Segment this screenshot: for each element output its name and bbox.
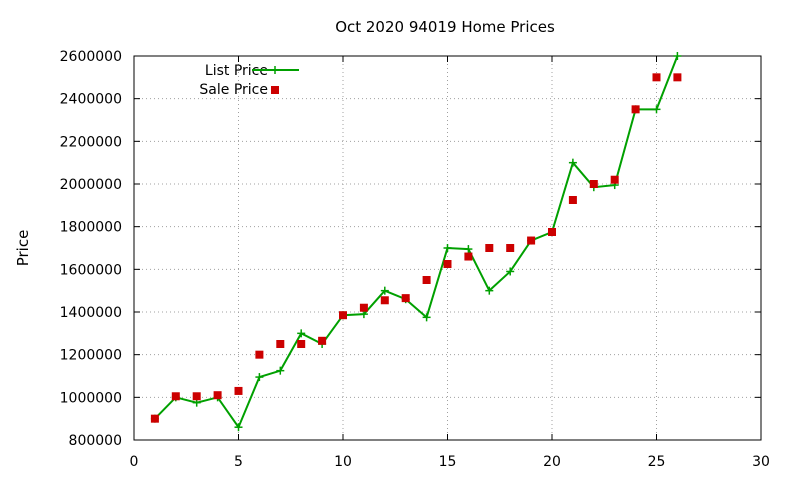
y-tick-label: 1400000 [60, 305, 122, 321]
sale-price-point [652, 73, 661, 82]
legend-marker-sale-price [271, 86, 279, 94]
y-axis-label: Price [14, 230, 32, 267]
x-tick-label: 10 [334, 454, 352, 470]
x-tick-label: 5 [234, 454, 243, 470]
legend-label-sale-price: Sale Price [199, 82, 268, 98]
y-tick-labels: 800000 1000000 1200000 1400000 1600000 180000… [60, 49, 122, 449]
legend-marker-list-price [271, 66, 279, 74]
y-tick-label: 2400000 [60, 92, 122, 108]
sale-price-point [213, 391, 222, 400]
sale-price-point [297, 340, 306, 348]
list-price-point [276, 366, 285, 375]
legend-square-marker [271, 86, 279, 94]
list-price-point [652, 105, 661, 114]
legend-label-list-price: List Price [205, 63, 268, 79]
sale-price-point [673, 73, 682, 82]
sale-price-point [589, 180, 598, 188]
x-tick-label: 15 [439, 454, 457, 470]
list-price-point [297, 329, 306, 338]
sale-price-point [631, 105, 640, 114]
sale-price-point [464, 252, 473, 261]
sale-price-point [380, 296, 389, 305]
y-tick-label: 2000000 [60, 177, 122, 193]
sale-price-point [527, 236, 536, 245]
x-tick-label: 0 [130, 454, 139, 470]
x-tick-label: 25 [648, 454, 666, 470]
sale-price-point [276, 340, 285, 348]
sale-price-point [548, 228, 556, 236]
sale-price-point [610, 175, 619, 184]
list-price-point [380, 286, 389, 295]
sale-price-point [443, 260, 452, 268]
sale-price-point [192, 392, 201, 401]
sale-price-point [401, 294, 410, 303]
axis-ticks [133, 55, 762, 441]
chart-title: Oct 2020 94019 Home Prices [335, 18, 555, 36]
list-price-point [673, 52, 682, 60]
y-tick-label: 1800000 [60, 220, 122, 236]
y-tick-label: 2600000 [60, 49, 122, 65]
list-price-point [464, 245, 473, 254]
y-tick-label: 1000000 [60, 390, 122, 406]
sale-price-point [171, 392, 180, 401]
sale-price-point [234, 386, 243, 395]
list-price-point [506, 267, 515, 276]
list-price-point [443, 244, 452, 252]
list-price-point [234, 423, 243, 432]
list-price-point [568, 158, 577, 167]
sale-price-point [359, 303, 368, 312]
grid-lines [134, 56, 761, 440]
x-tick-label: 30 [752, 454, 770, 470]
y-tick-label: 1600000 [60, 262, 122, 278]
legend-plus-marker [271, 66, 279, 74]
x-tick-label: 20 [543, 454, 561, 470]
series-sale-price [150, 73, 682, 423]
legend: List Price Sale Price [199, 63, 299, 98]
list-price-point [255, 373, 264, 382]
sale-price-point [339, 311, 347, 320]
list-price-point [485, 286, 494, 295]
y-tick-label: 800000 [69, 433, 122, 449]
sale-price-point [485, 244, 494, 252]
sale-price-point [255, 350, 264, 359]
sale-price-point [150, 414, 159, 423]
y-tick-label: 1200000 [60, 348, 122, 364]
list-price-point [422, 313, 431, 322]
sale-price-point [422, 276, 431, 284]
x-tick-labels: 0 5 10 15 20 25 30 [130, 454, 770, 470]
sale-price-point [568, 196, 577, 204]
sale-price-point [318, 336, 327, 345]
y-tick-label: 2200000 [60, 134, 122, 150]
sale-price-point [506, 244, 515, 252]
data-series [150, 52, 682, 432]
